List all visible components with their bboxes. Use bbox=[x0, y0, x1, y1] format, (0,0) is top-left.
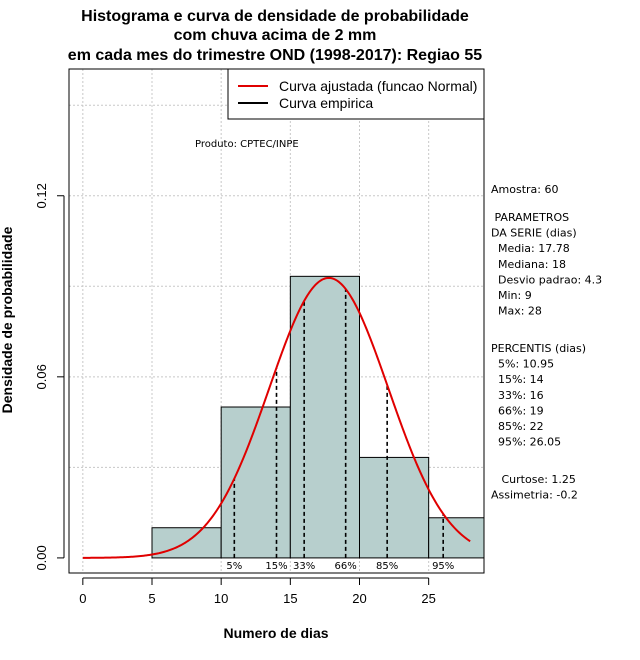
histogram-bar bbox=[220, 406, 291, 559]
x-tick-label: 10 bbox=[214, 591, 228, 606]
stats-line: Desvio padrao: 4.3 bbox=[491, 273, 602, 286]
x-axis-label: Numero de dias bbox=[223, 625, 328, 641]
percentile-lines bbox=[233, 288, 444, 558]
x-axis: 0 5 10 15 20 25 bbox=[79, 577, 436, 606]
percentile-label: 33% bbox=[293, 561, 315, 572]
stats-line: Max: 28 bbox=[491, 305, 542, 318]
percentile-labels: 5% 15% 33% 66% 85% 95% bbox=[226, 561, 454, 572]
percentile-label: 5% bbox=[226, 561, 242, 572]
stats-line: Assimetria: -0.2 bbox=[491, 489, 578, 502]
stats-line: PARAMETROS bbox=[491, 211, 569, 224]
stats-line: Amostra: 60 bbox=[491, 183, 558, 196]
percentile-label: 66% bbox=[335, 561, 357, 572]
percentile-label: 15% bbox=[265, 561, 287, 572]
histogram-bars bbox=[151, 275, 485, 559]
legend-box bbox=[227, 68, 485, 120]
stats-line: Mediana: 18 bbox=[491, 258, 566, 271]
stats-line: 33%: 16 bbox=[491, 389, 544, 402]
histogram-bar bbox=[428, 517, 485, 559]
x-tick-label: 0 bbox=[79, 591, 86, 606]
stats-line: DA SERIE (dias) bbox=[491, 227, 577, 240]
histogram-bar bbox=[359, 456, 430, 559]
stats-line: 5%: 10.95 bbox=[491, 358, 554, 371]
legend-label-fitted: Curva ajustada (funcao Normal) bbox=[279, 78, 477, 94]
chart-title-line-2: com chuva acima de 2 mm bbox=[174, 27, 377, 44]
y-tick-label: 0.12 bbox=[34, 183, 49, 208]
y-tick-label: 0.00 bbox=[34, 545, 49, 570]
legend: Curva ajustada (funcao Normal) Curva emp… bbox=[227, 68, 485, 120]
stats-line: 15%: 14 bbox=[491, 373, 544, 386]
y-axis: 0.00 0.06 0.12 bbox=[34, 183, 65, 571]
stats-panel: Amostra: 60 PARAMETROS DA SERIE (dias) Me… bbox=[491, 183, 602, 502]
stats-line: 95%: 26.05 bbox=[491, 436, 561, 449]
histogram-bar bbox=[289, 275, 361, 559]
product-label: Produto: CPTEC/INPE bbox=[195, 139, 299, 150]
normal-curve bbox=[82, 276, 471, 559]
x-tick-label: 25 bbox=[421, 591, 435, 606]
y-tick-label: 0.06 bbox=[34, 364, 49, 389]
x-tick-label: 5 bbox=[148, 591, 155, 606]
stats-line: Media: 17.78 bbox=[491, 242, 570, 255]
normal-curve-layer bbox=[82, 276, 471, 559]
y-axis-label: Densidade de probabilidade bbox=[0, 226, 15, 413]
stats-line: Curtose: 1.25 bbox=[491, 473, 576, 486]
x-tick-label: 20 bbox=[352, 591, 366, 606]
percentile-label: 85% bbox=[376, 561, 398, 572]
chart-title-line-1: Histograma e curva de densidade de proba… bbox=[81, 8, 469, 25]
stats-line: PERCENTIS (dias) bbox=[491, 342, 586, 355]
chart-title-line-3: em cada mes do trimestre OND (1998-2017)… bbox=[68, 47, 483, 64]
x-tick-label: 15 bbox=[283, 591, 297, 606]
percentile-label: 95% bbox=[432, 561, 454, 572]
stats-line: Min: 9 bbox=[491, 289, 532, 302]
stats-line: 66%: 19 bbox=[491, 404, 544, 417]
legend-label-empirical: Curva empirica bbox=[279, 95, 373, 111]
stats-line: 85%: 22 bbox=[491, 420, 544, 433]
